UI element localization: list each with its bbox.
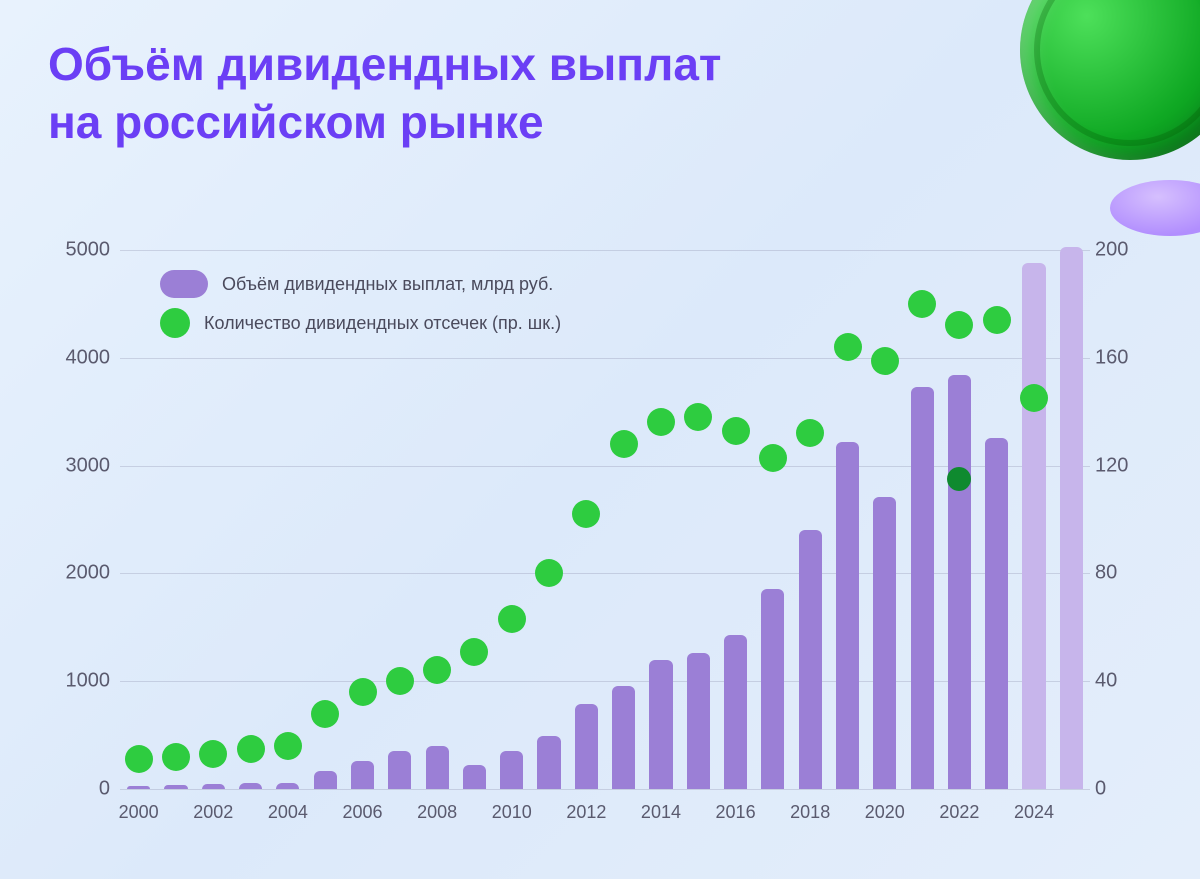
bar <box>426 746 449 789</box>
gridline <box>120 466 1090 467</box>
bar <box>537 736 560 789</box>
scatter-dot <box>834 333 862 361</box>
bar <box>649 660 672 789</box>
scatter-dot <box>237 735 265 763</box>
scatter-dot <box>908 290 936 318</box>
x-tick: 2016 <box>716 802 756 823</box>
x-tick: 2014 <box>641 802 681 823</box>
scatter-dot <box>722 417 750 445</box>
x-tick: 2024 <box>1014 802 1054 823</box>
bar <box>761 589 784 790</box>
bar <box>687 653 710 789</box>
scatter-dot <box>423 656 451 684</box>
chart-title: Объём дивидендных выплатна российском ры… <box>48 36 721 151</box>
scatter-dot <box>498 605 526 633</box>
scatter-dot <box>386 667 414 695</box>
bar <box>575 704 598 789</box>
x-tick: 2006 <box>342 802 382 823</box>
y-right-tick: 0 <box>1095 778 1145 801</box>
x-tick: 2010 <box>492 802 532 823</box>
scatter-dot <box>162 743 190 771</box>
bar <box>1022 263 1045 789</box>
gridline <box>120 573 1090 574</box>
bar <box>388 751 411 789</box>
bar <box>500 751 523 789</box>
bar <box>985 438 1008 789</box>
y-left-tick: 5000 <box>50 239 110 262</box>
gridline <box>120 681 1090 682</box>
bar <box>239 783 262 789</box>
y-right-tick: 80 <box>1095 562 1145 585</box>
scatter-dot <box>647 408 675 436</box>
scatter-dot <box>199 740 227 768</box>
bar <box>164 785 187 789</box>
y-left-tick: 1000 <box>50 670 110 693</box>
scatter-dot <box>610 430 638 458</box>
scatter-dot <box>796 419 824 447</box>
scatter-dot <box>311 700 339 728</box>
gridline <box>120 358 1090 359</box>
legend: Объём дивидендных выплат, млрд руб. Коли… <box>160 270 561 348</box>
scatter-dot <box>983 306 1011 334</box>
y-right-tick: 200 <box>1095 239 1145 262</box>
x-tick: 2018 <box>790 802 830 823</box>
scatter-dot-extra <box>947 467 971 491</box>
scatter-dot <box>274 732 302 760</box>
scatter-dot <box>460 638 488 666</box>
x-tick: 2002 <box>193 802 233 823</box>
bar <box>314 771 337 789</box>
legend-row-bars: Объём дивидендных выплат, млрд руб. <box>160 270 561 298</box>
x-tick: 2000 <box>119 802 159 823</box>
bar <box>724 635 747 789</box>
legend-swatch-bar <box>160 270 208 298</box>
bar <box>836 442 859 789</box>
gridline <box>120 250 1090 251</box>
legend-label-dots: Количество дивидендных отсечек (пр. шк.) <box>204 313 561 334</box>
y-left-tick: 4000 <box>50 346 110 369</box>
bar <box>612 686 635 789</box>
bar <box>1060 247 1083 789</box>
y-right-tick: 160 <box>1095 346 1145 369</box>
scatter-dot <box>945 311 973 339</box>
bar <box>873 497 896 789</box>
scatter-dot <box>871 347 899 375</box>
bar <box>202 784 225 789</box>
bar <box>351 761 374 789</box>
scatter-dot <box>1020 384 1048 412</box>
bar <box>276 783 299 789</box>
scatter-dot <box>684 403 712 431</box>
legend-swatch-dot <box>160 308 190 338</box>
legend-label-bars: Объём дивидендных выплат, млрд руб. <box>222 274 553 295</box>
bar <box>911 387 934 789</box>
scatter-dot <box>572 500 600 528</box>
y-right-tick: 40 <box>1095 670 1145 693</box>
y-left-tick: 2000 <box>50 562 110 585</box>
y-left-tick: 3000 <box>50 454 110 477</box>
x-tick: 2020 <box>865 802 905 823</box>
legend-row-dots: Количество дивидендных отсечек (пр. шк.) <box>160 308 561 338</box>
x-tick: 2004 <box>268 802 308 823</box>
x-tick: 2012 <box>566 802 606 823</box>
bar <box>948 375 971 789</box>
bar <box>799 530 822 789</box>
scatter-dot <box>759 444 787 472</box>
gridline <box>120 789 1090 790</box>
y-left-tick: 0 <box>50 778 110 801</box>
scatter-dot <box>535 559 563 587</box>
bar <box>463 765 486 789</box>
x-tick: 2008 <box>417 802 457 823</box>
scatter-dot <box>349 678 377 706</box>
chart-container: 0 1000 2000 3000 4000 5000 0 40 80 120 160 200 2000 2… <box>50 230 1150 839</box>
y-right-tick: 120 <box>1095 454 1145 477</box>
bar <box>127 786 150 789</box>
scatter-dot <box>125 745 153 773</box>
x-tick: 2022 <box>939 802 979 823</box>
